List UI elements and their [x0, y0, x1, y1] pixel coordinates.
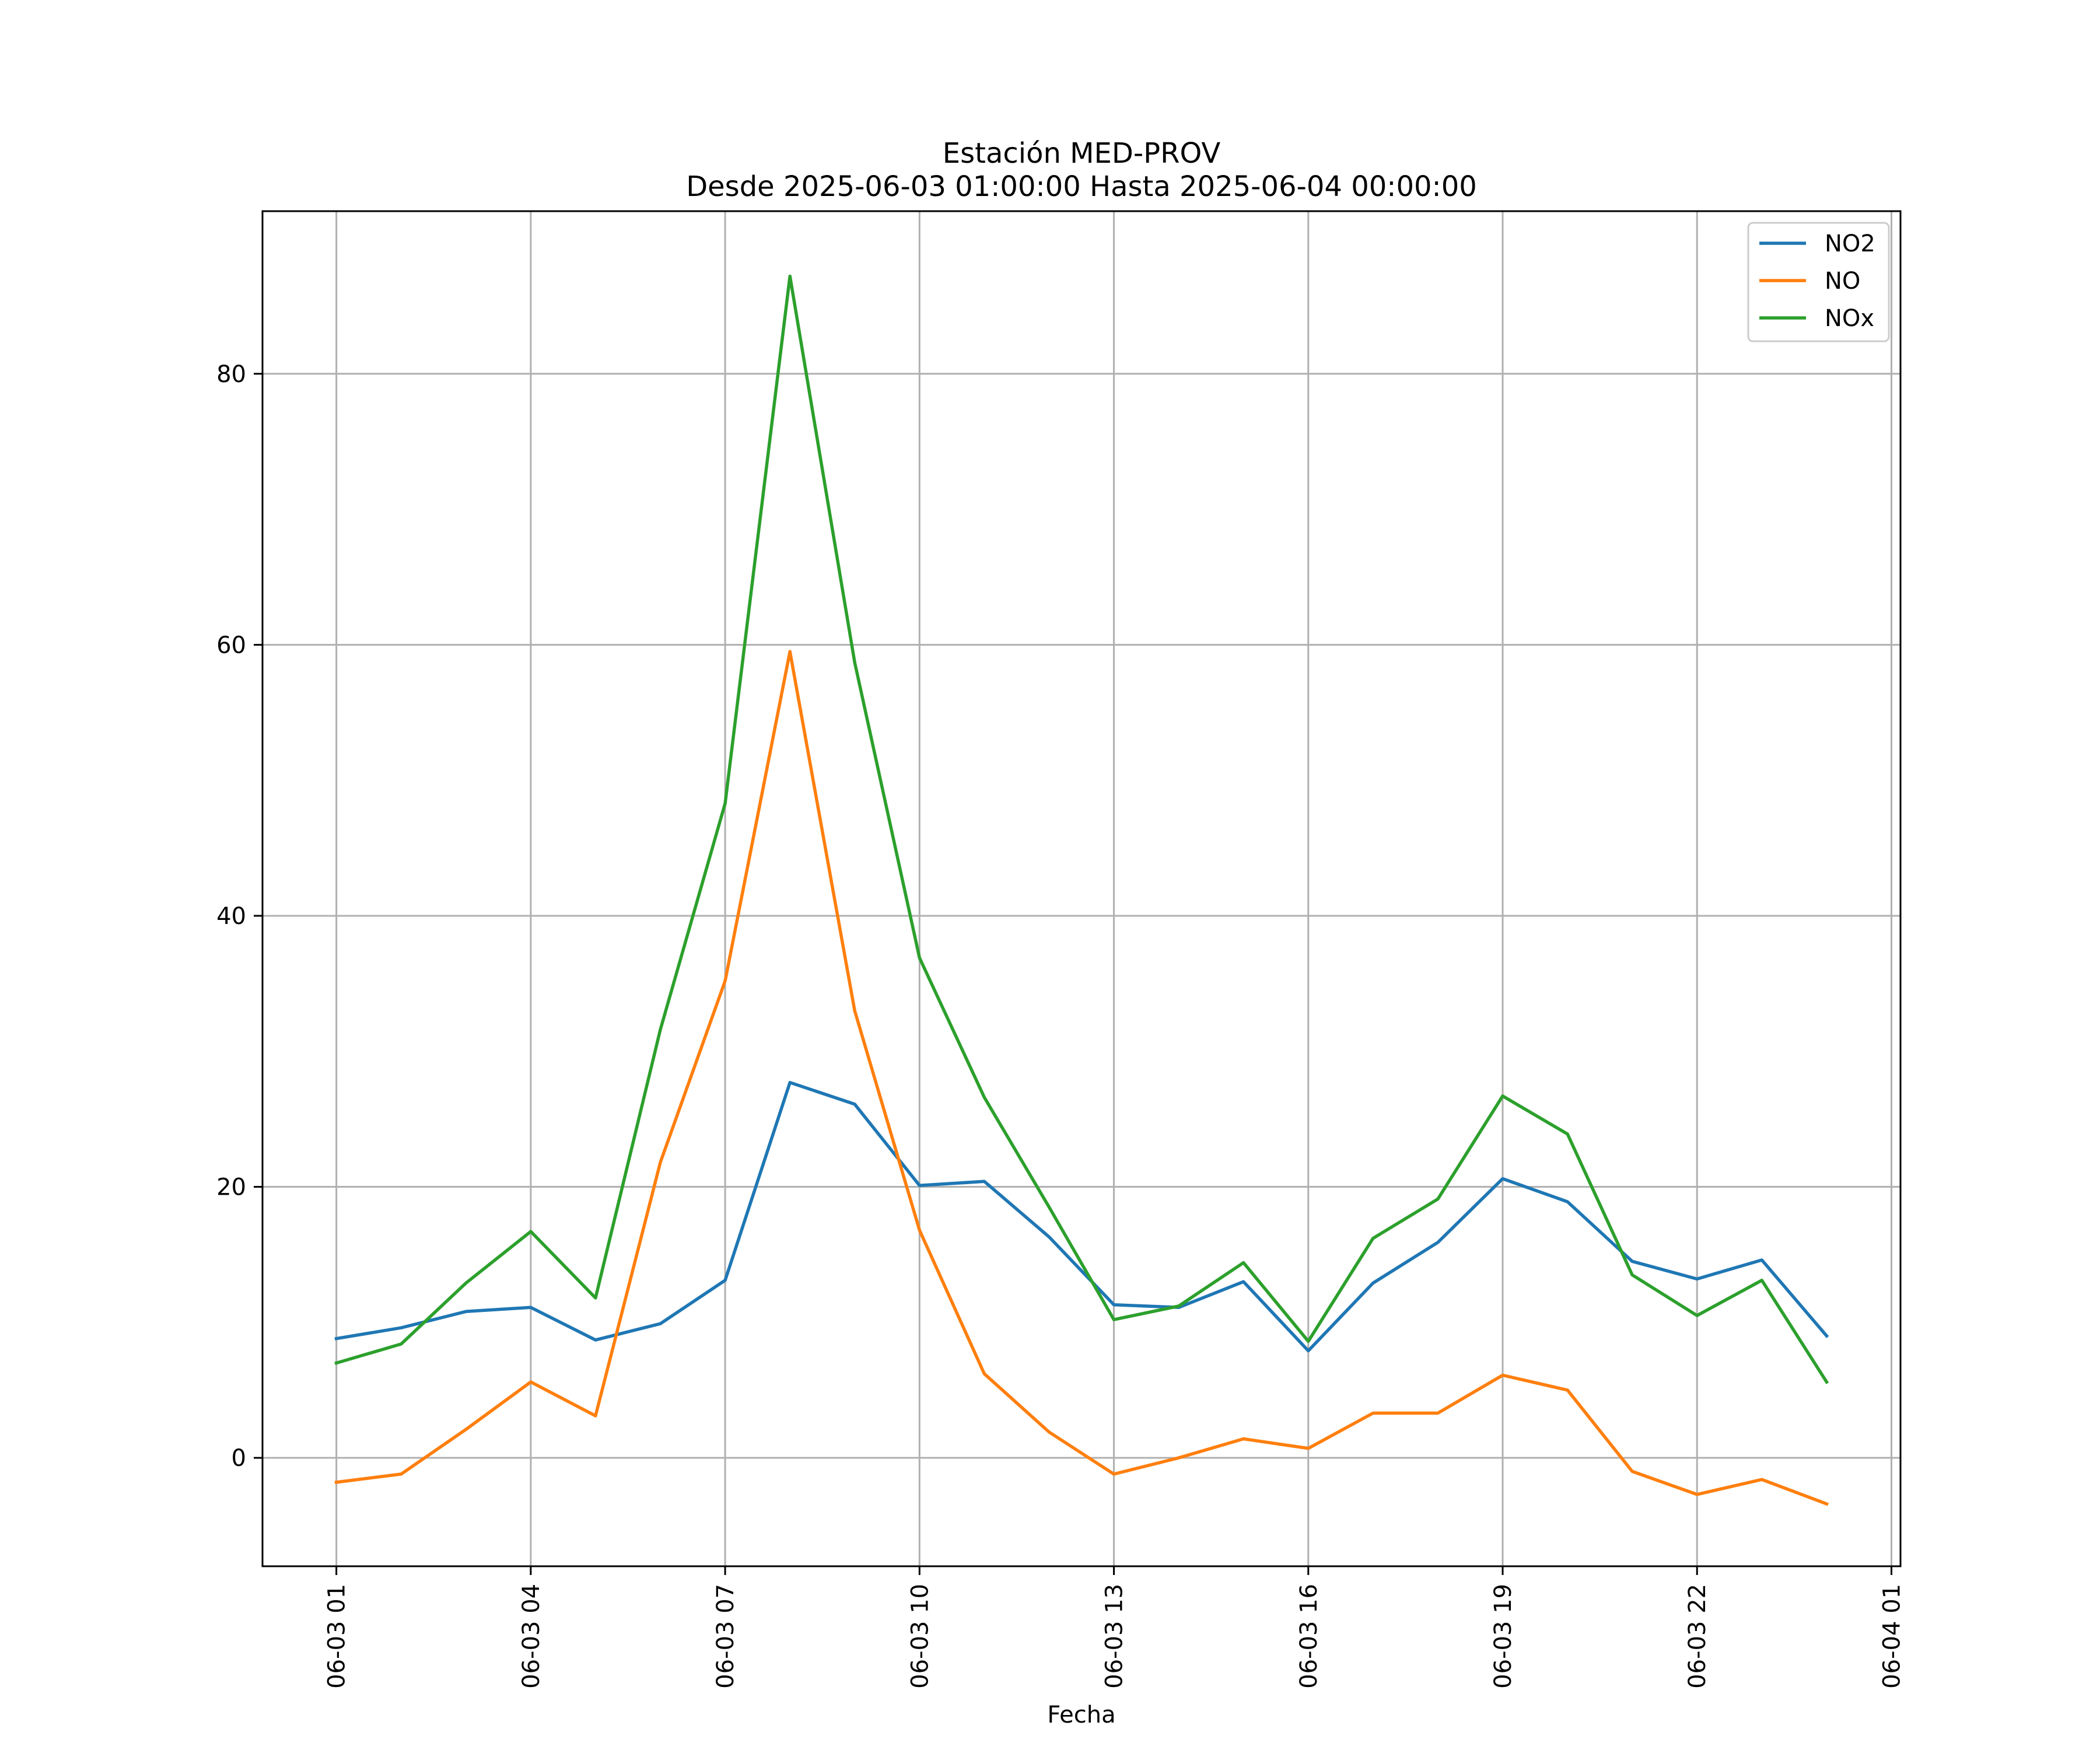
series-line-no2 — [334, 1080, 1829, 1353]
y-tick-label: 60 — [216, 632, 246, 659]
y-tick-label: 80 — [216, 361, 246, 388]
y-tick-label: 20 — [216, 1174, 246, 1201]
legend-box — [1747, 222, 1890, 342]
legend-items: NO2 NO NOx — [1759, 230, 1875, 332]
legend-label-no2: NO2 — [1825, 230, 1875, 257]
x-tick-label: 06-03 16 — [1296, 1584, 1322, 1689]
x-tick-label: 06-04 01 — [1878, 1584, 1905, 1689]
x-tick-label: 06-03 07 — [712, 1584, 739, 1689]
x-tick-label: 06-03 10 — [907, 1584, 933, 1689]
y-tick-label: 0 — [232, 1445, 246, 1472]
x-axis-label: Fecha — [1047, 1702, 1115, 1728]
x-tick-label: 06-03 01 — [324, 1584, 351, 1689]
x-tick-label: 06-03 19 — [1490, 1584, 1517, 1689]
y-tick-label: 40 — [216, 903, 246, 930]
plot-area-frame — [261, 210, 1902, 1567]
chart-title: Estación MED-PROV — [943, 137, 1221, 170]
legend: NO2 NO NOx — [1747, 222, 1890, 342]
axis-ticks: 06-03 01 06-03 04 06-03 07 06-03 10 06-03 13… — [216, 361, 1905, 1689]
x-tick-label: 06-03 04 — [518, 1584, 545, 1689]
grid-lines — [262, 211, 1901, 1566]
chart-subtitle: Desde 2025-06-03 01:00:00 Hasta 2025-06-… — [686, 170, 1477, 203]
series-line-nox — [334, 274, 1829, 1384]
x-tick-label: 06-03 22 — [1684, 1584, 1711, 1689]
legend-label-no: NO — [1825, 268, 1860, 295]
legend-label-nox: NOx — [1825, 305, 1874, 332]
series-line-no — [334, 650, 1829, 1506]
series-lines — [334, 274, 1829, 1506]
x-tick-label: 06-03 13 — [1101, 1584, 1128, 1689]
